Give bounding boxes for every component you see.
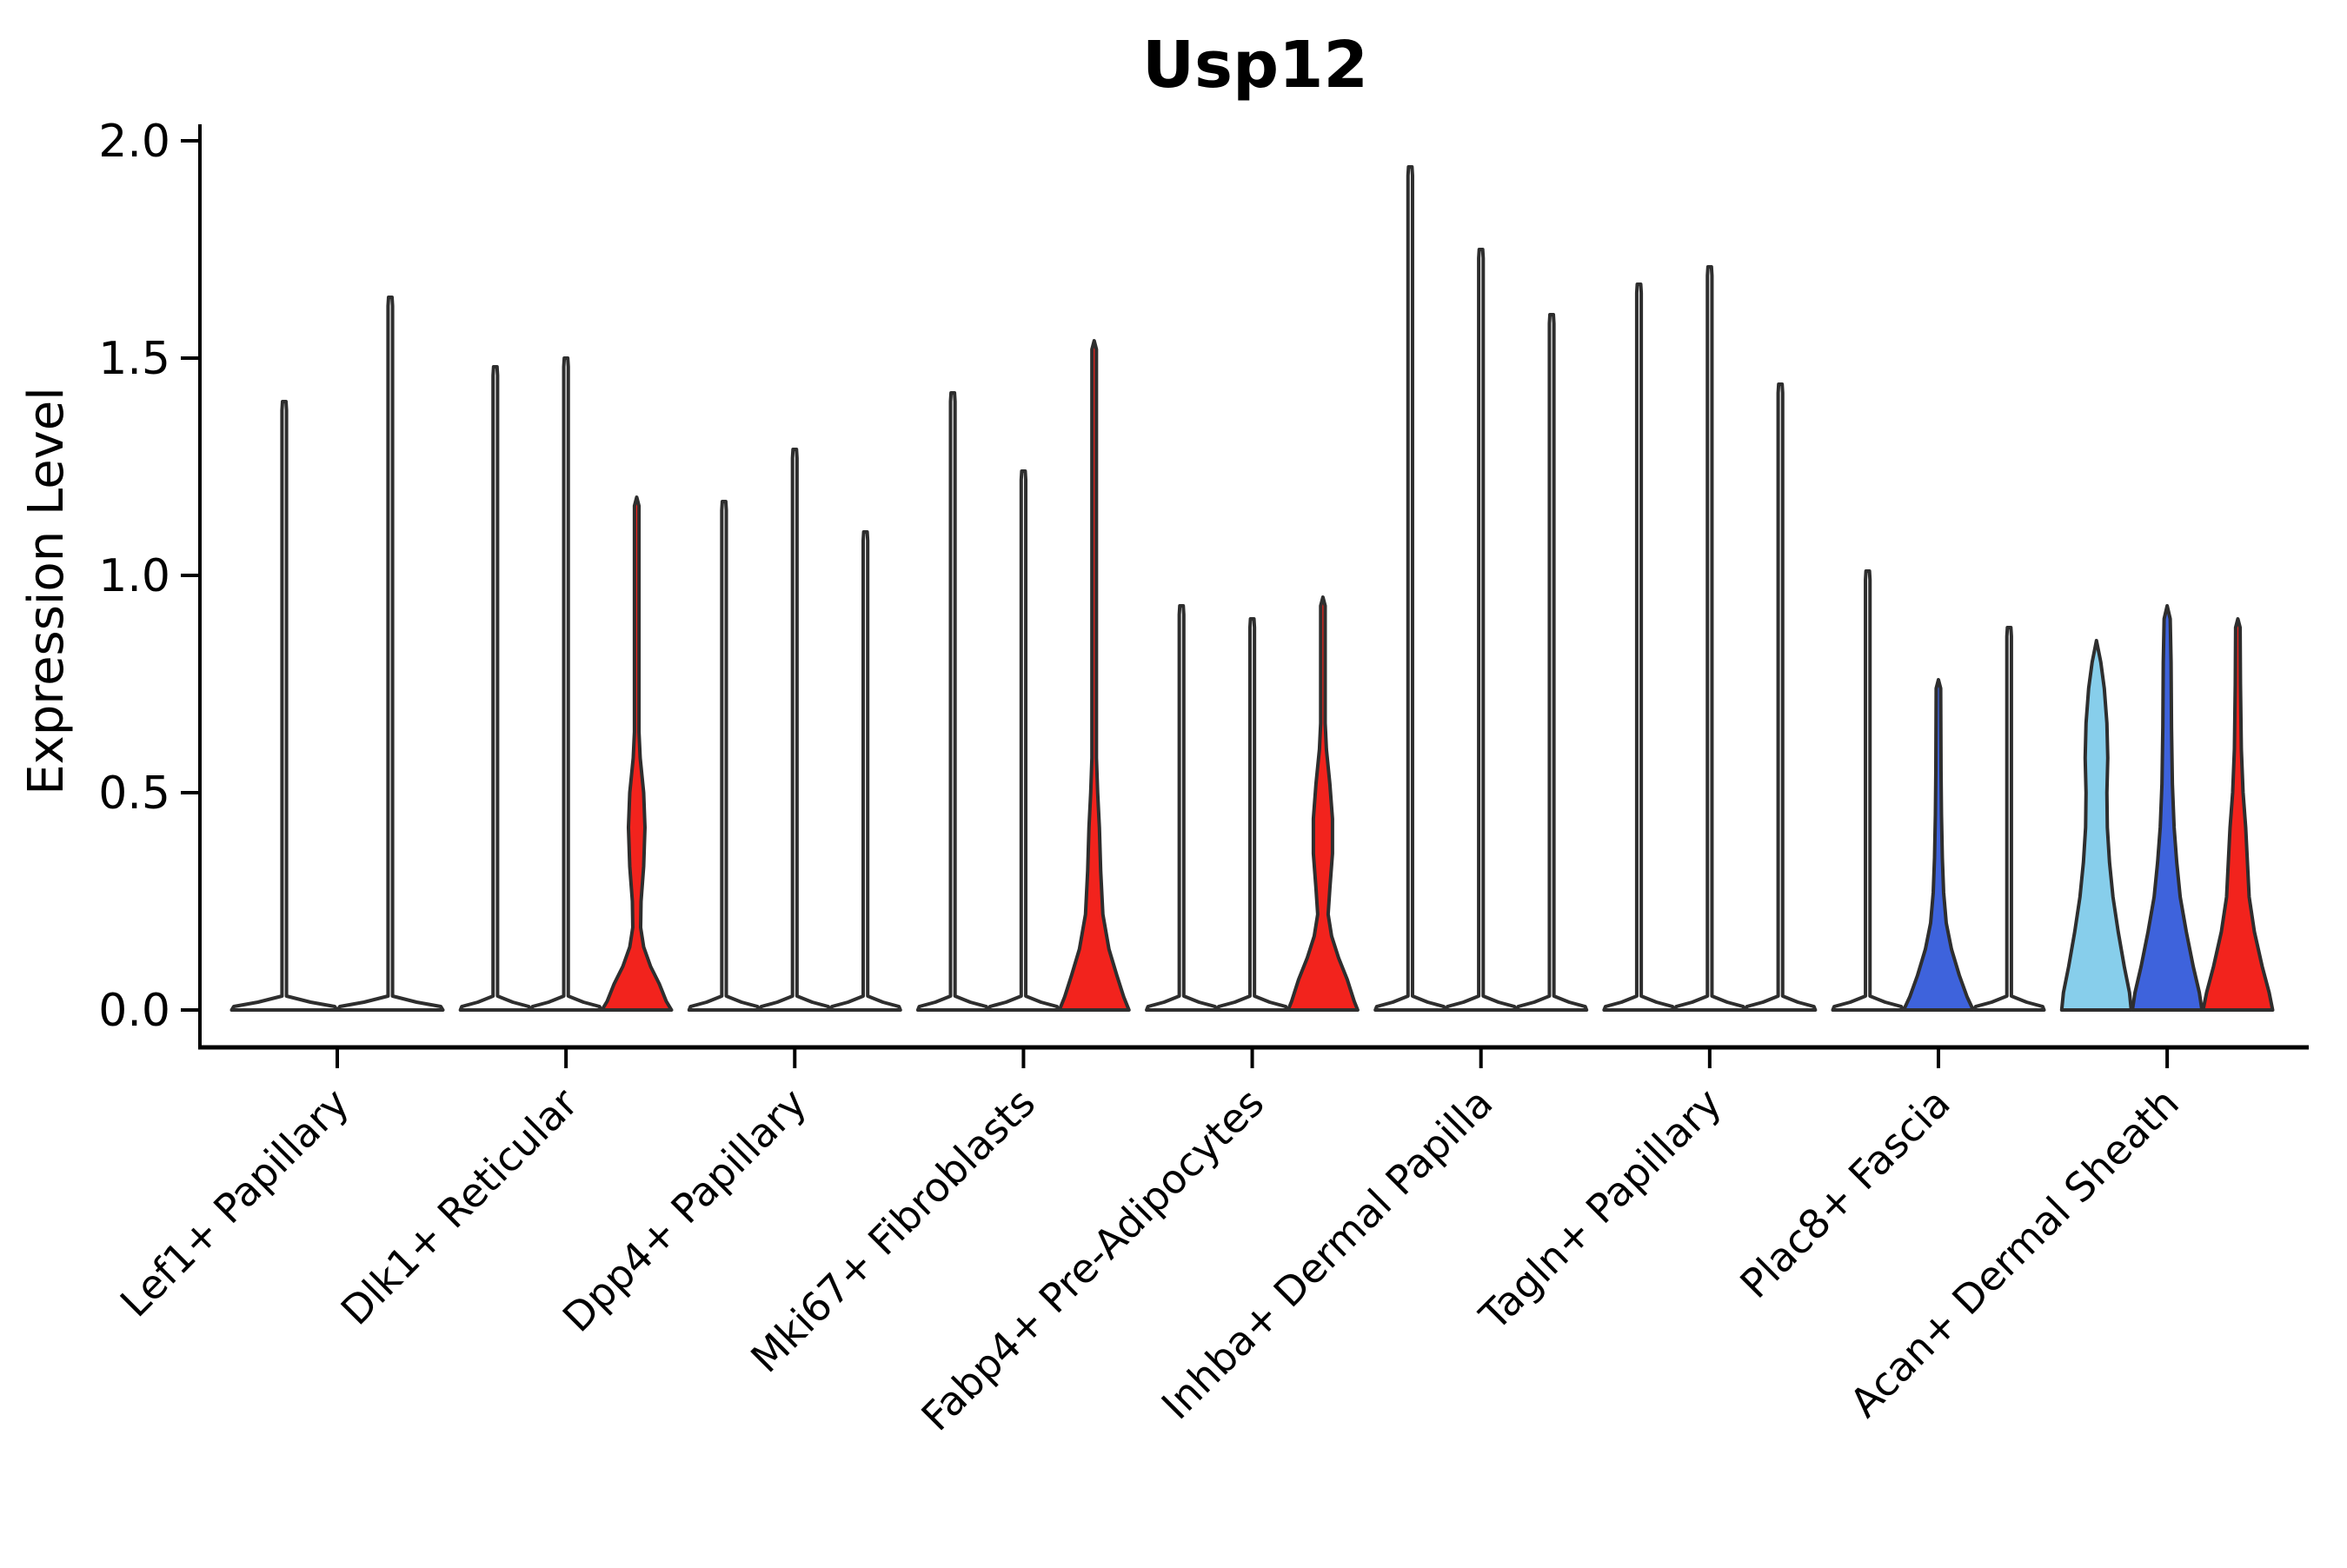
violin-spike [1444,248,1518,1012]
violin-spike [1831,569,1905,1012]
y-tick-label: 0.5 [98,767,170,820]
violin-spike [1514,313,1589,1012]
violin-spike [828,530,902,1012]
violin-spike [1972,626,2046,1012]
x-tick-label: Tagln+ Papillary [1470,1080,1731,1340]
x-tick-label: Dlk1+ Reticular [332,1080,587,1334]
plot-title: Usp12 [1142,28,1368,103]
violin-body [1286,595,1360,1012]
violin-spike [1672,265,1747,1012]
violin-body [2059,639,2133,1012]
y-axis-ticks: 2.0 1.5 1.0 0.5 0.0 [98,116,200,1037]
violin-spike [687,500,761,1012]
violin-body [600,495,674,1012]
violin-body [1057,339,1131,1012]
violin-spike [529,356,603,1012]
y-tick-label: 1.0 [98,550,170,602]
violin-spike [229,400,339,1012]
violin-spike [915,391,990,1012]
violins-layer [229,165,2275,1012]
x-tick-label: Dpp4+ Papillary [554,1080,815,1341]
violin-spike [1744,382,1818,1012]
violin-spike [1373,165,1447,1012]
violin-body [2131,604,2204,1012]
violin-body [2201,617,2275,1012]
x-tick-label: Plac8+ Fascia [1731,1080,1958,1307]
y-tick-label: 0.0 [98,985,170,1037]
violin-body [1901,678,1975,1012]
y-axis-label: Expression Level [18,387,75,795]
y-tick-label: 2.0 [98,116,170,168]
violin-spike [1145,604,1219,1012]
violin-spike [458,365,532,1012]
violin-spike [336,296,445,1012]
x-tick-label: Lef1+ Papillary [111,1080,358,1326]
y-tick-label: 1.5 [98,333,170,385]
violin-spike [1602,282,1676,1012]
violin-spike [758,448,832,1012]
violin-spike [987,469,1060,1012]
violin-spike [1215,617,1289,1012]
